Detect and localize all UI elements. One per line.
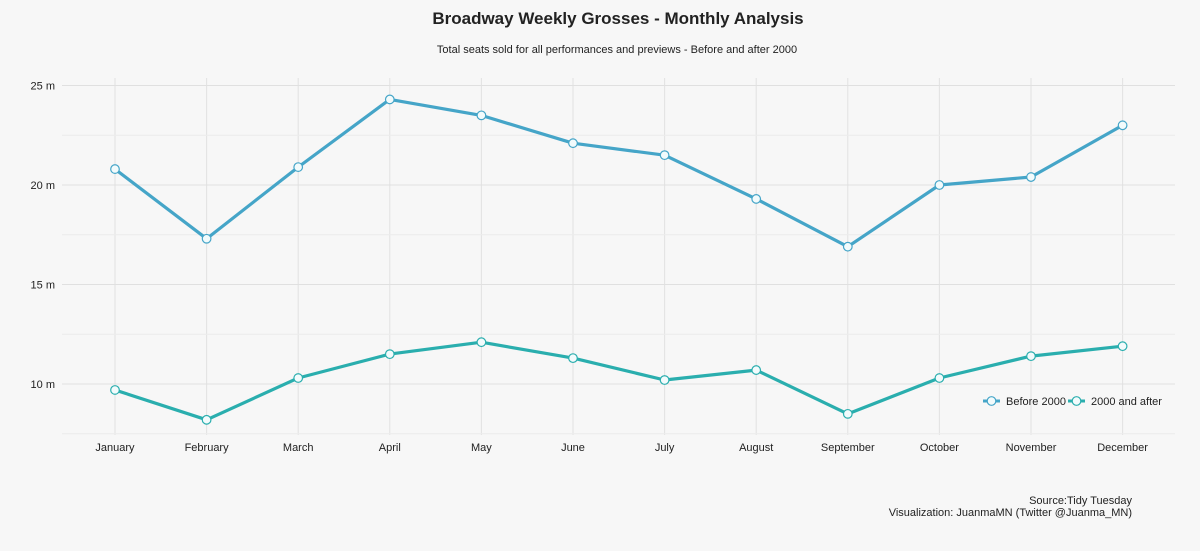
x-tick-label: June <box>561 442 585 454</box>
x-tick-label: July <box>655 442 675 454</box>
data-point <box>1026 351 1036 362</box>
y-tick-label: 10 m <box>31 379 55 391</box>
y-tick-label: 25 m <box>31 81 55 93</box>
data-point <box>568 353 578 364</box>
data-point <box>110 164 120 174</box>
data-point <box>201 233 212 244</box>
data-point <box>1026 172 1036 182</box>
x-tick-label: December <box>1097 442 1148 454</box>
data-point <box>659 375 670 385</box>
legend: Before 2000 2000 and after <box>983 396 1162 408</box>
x-tick-label: November <box>1006 442 1057 454</box>
x-tick-label: March <box>283 442 314 454</box>
chart-caption: Source:Tidy Tuesday Visualization: Juanm… <box>889 495 1132 519</box>
x-tick-label: August <box>739 442 773 454</box>
series-line <box>114 97 1124 249</box>
data-point <box>384 349 395 360</box>
data-point <box>476 337 487 348</box>
chart-title: Broadway Weekly Grosses - Monthly Analys… <box>432 9 804 28</box>
data-point <box>1117 120 1128 131</box>
legend-label: 2000 and after <box>1091 396 1162 408</box>
x-tick-label: September <box>821 442 875 454</box>
x-tick-label: February <box>185 442 230 454</box>
series-1 <box>110 337 1128 425</box>
legend-key-point <box>986 396 997 406</box>
data-point <box>842 408 853 419</box>
x-tick-label: January <box>95 442 135 454</box>
data-point <box>293 162 304 172</box>
data-point <box>842 241 853 252</box>
legend-label: Before 2000 <box>1006 396 1066 408</box>
data-point <box>568 138 578 149</box>
x-tick-label: May <box>471 442 492 454</box>
data-point <box>659 150 670 161</box>
data-point <box>110 385 120 395</box>
series-line <box>114 340 1123 422</box>
caption-source: Source:Tidy Tuesday <box>1029 495 1132 507</box>
y-tick-label: 20 m <box>31 180 55 192</box>
x-tick-label: October <box>920 442 959 454</box>
data-point <box>384 94 395 105</box>
legend-key-point <box>1071 396 1082 406</box>
data-point <box>293 373 304 383</box>
data-point <box>751 194 762 204</box>
data-point <box>476 110 487 121</box>
data-point <box>934 373 945 383</box>
data-point <box>1117 341 1128 352</box>
y-tick-label: 15 m <box>31 280 55 292</box>
x-tick-label: April <box>379 442 401 454</box>
data-point <box>751 365 762 375</box>
data-point <box>201 414 212 425</box>
series-0 <box>110 94 1128 252</box>
chart-subtitle: Total seats sold for all performances an… <box>436 44 798 56</box>
caption-visualization: Visualization: JuanmaMN (Twitter @Juanma… <box>888 507 1132 519</box>
gridlines <box>62 78 1175 435</box>
data-point <box>934 180 945 190</box>
